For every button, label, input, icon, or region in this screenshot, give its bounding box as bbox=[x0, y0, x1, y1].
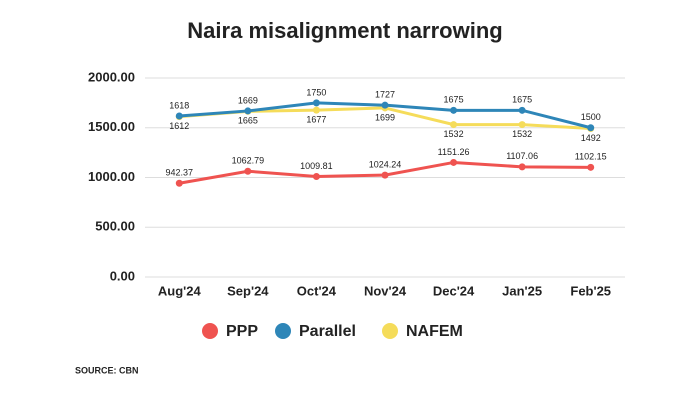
y-tick-label: 1500.00 bbox=[88, 119, 135, 134]
data-label: 1612 bbox=[169, 121, 189, 131]
data-label: 1665 bbox=[238, 116, 258, 126]
y-tick-label: 500.00 bbox=[95, 219, 135, 234]
data-point bbox=[450, 106, 458, 114]
data-label: 1024.24 bbox=[369, 159, 402, 169]
data-point bbox=[381, 101, 389, 109]
data-label: 1675 bbox=[444, 95, 464, 105]
data-point bbox=[518, 106, 526, 114]
data-point bbox=[175, 112, 183, 120]
data-point bbox=[244, 167, 252, 175]
legend-marker bbox=[275, 323, 291, 339]
data-point bbox=[381, 171, 389, 179]
data-label: 1009.81 bbox=[300, 161, 333, 171]
data-label: 1500 bbox=[581, 112, 601, 122]
x-tick-label: Jan'25 bbox=[502, 283, 542, 298]
y-tick-label: 0.00 bbox=[110, 268, 135, 283]
x-tick-label: Dec'24 bbox=[433, 283, 475, 298]
data-label: 1532 bbox=[512, 129, 532, 139]
data-label: 1750 bbox=[306, 87, 326, 97]
data-point bbox=[450, 158, 458, 166]
data-label: 1699 bbox=[375, 112, 395, 122]
data-point bbox=[450, 121, 458, 129]
x-tick-label: Aug'24 bbox=[158, 283, 202, 298]
data-label: 1107.06 bbox=[506, 151, 538, 161]
data-label: 942.37 bbox=[166, 168, 194, 178]
data-label: 1062.79 bbox=[232, 156, 265, 166]
legend-label: Parallel bbox=[299, 323, 356, 340]
data-label: 1151.26 bbox=[438, 147, 470, 157]
data-label: 1677 bbox=[306, 115, 326, 125]
data-point bbox=[244, 107, 252, 115]
data-label: 1669 bbox=[238, 95, 258, 105]
data-label: 1492 bbox=[581, 133, 601, 143]
x-tick-label: Nov'24 bbox=[364, 283, 407, 298]
data-point bbox=[312, 173, 320, 181]
x-tick-label: Feb'25 bbox=[570, 283, 611, 298]
data-label: 1532 bbox=[444, 129, 464, 139]
legend-label: PPP bbox=[226, 323, 258, 340]
source: SOURCE: CBN bbox=[75, 365, 139, 375]
data-label: 1727 bbox=[375, 90, 395, 100]
x-tick-label: Oct'24 bbox=[297, 283, 337, 298]
data-point bbox=[518, 163, 526, 171]
data-point bbox=[175, 179, 183, 187]
legend-marker bbox=[202, 323, 218, 339]
data-point bbox=[312, 99, 320, 107]
chart-title: Naira misalignment narrowing bbox=[187, 18, 502, 43]
data-point bbox=[587, 124, 595, 132]
legend-label: NAFEM bbox=[406, 323, 463, 340]
data-label: 1618 bbox=[169, 100, 189, 110]
data-point bbox=[312, 106, 320, 114]
legend-marker bbox=[382, 323, 398, 339]
data-point bbox=[587, 163, 595, 171]
data-label: 1675 bbox=[512, 95, 532, 105]
y-tick-label: 2000.00 bbox=[88, 69, 135, 84]
data-label: 1102.15 bbox=[575, 152, 607, 162]
y-tick-label: 1000.00 bbox=[88, 169, 135, 184]
x-tick-label: Sep'24 bbox=[227, 283, 269, 298]
data-point bbox=[518, 121, 526, 129]
